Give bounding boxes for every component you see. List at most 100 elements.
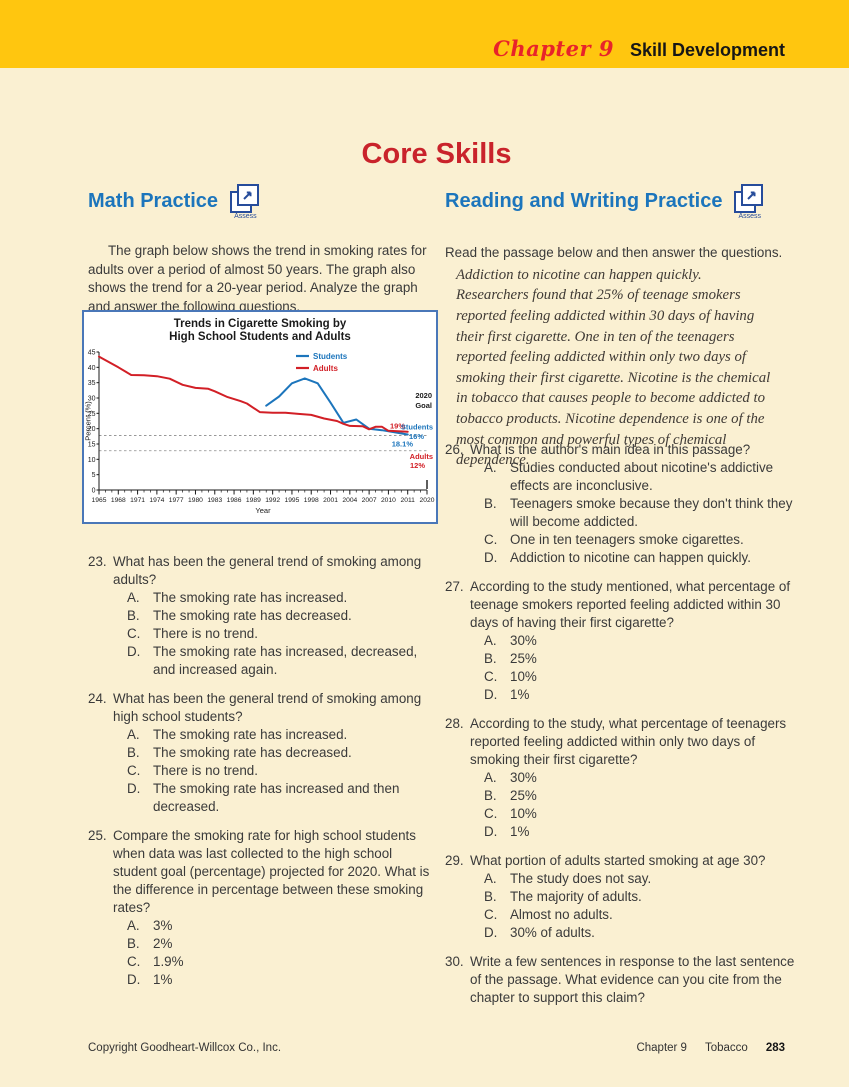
question-number: 23. [88, 554, 107, 569]
option-letter: B. [484, 651, 497, 666]
question-item: 27. According to the study mentioned, wha… [445, 578, 795, 704]
svg-text:1995: 1995 [284, 497, 299, 504]
svg-text:Trends in Cigarette Smoking by: Trends in Cigarette Smoking by [174, 318, 347, 330]
footer-chapter: Chapter 9 [636, 1042, 687, 1054]
copyright-notice: Copyright Goodheart-Willcox Co., Inc. [88, 1042, 282, 1054]
option-text: 25% [510, 788, 537, 803]
svg-text:1983: 1983 [207, 497, 222, 504]
option-text: The smoking rate has decreased. [153, 745, 352, 760]
section-title: Skill Development [629, 40, 785, 60]
option-text: 1% [510, 824, 530, 839]
option-item: D. Addiction to nicotine can happen quick… [484, 549, 795, 567]
option-text: 30% [510, 633, 537, 648]
svg-text:1977: 1977 [169, 497, 184, 504]
question-item: 24. What has been the general trend of sm… [88, 690, 432, 816]
svg-text:2010: 2010 [381, 497, 396, 504]
svg-text:20: 20 [88, 426, 96, 433]
header: Chapter 9 Skill Development [493, 36, 785, 61]
option-text: Almost no adults. [510, 907, 613, 922]
svg-text:1992: 1992 [265, 497, 280, 504]
question-text: What has been the general trend of smoki… [113, 691, 422, 724]
option-letter: B. [484, 889, 497, 904]
option-text: There is no trend. [153, 763, 258, 778]
option-letter: B. [484, 496, 497, 511]
header-band: Chapter 9 Skill Development [0, 0, 849, 68]
question-number: 28. [445, 716, 464, 731]
option-text: Studies conducted about nicotine's addic… [510, 460, 774, 493]
option-item: C. 10% [484, 805, 795, 823]
option-item: B. 25% [484, 787, 795, 805]
svg-text:Adults: Adults [410, 452, 433, 461]
question-number: 25. [88, 828, 107, 843]
assess-label: Assess [738, 213, 762, 220]
question-item: 25. Compare the smoking rate for high sch… [88, 827, 432, 989]
options-list: A. The study does not say. B. The majority … [470, 870, 795, 942]
option-text: The smoking rate has increased. [153, 727, 348, 742]
question-text: Compare the smoking rate for high school… [113, 828, 430, 915]
option-item: A. Studies conducted about nicotine's add… [484, 459, 795, 495]
question-item: 30. Write a few sentences in response to … [445, 953, 795, 1007]
svg-text:0: 0 [92, 488, 96, 495]
svg-text:1968: 1968 [111, 497, 126, 504]
assess-icon: Assess [732, 182, 764, 220]
option-item: D. 1% [127, 971, 432, 989]
assess-label: Assess [234, 213, 257, 220]
option-text: 30% [510, 770, 537, 785]
option-text: The smoking rate has increased, decrease… [153, 644, 418, 677]
option-letter: C. [127, 763, 141, 778]
question-text: Write a few sentences in response to the… [470, 954, 795, 1005]
option-text: One in ten teenagers smoke cigarettes. [510, 532, 744, 547]
option-letter: A. [484, 770, 497, 785]
reading-instructions: Read the passage below and then answer t… [445, 245, 783, 261]
svg-text:1986: 1986 [227, 497, 242, 504]
option-letter: D. [484, 550, 498, 565]
math-questions-list: 23. What has been the general trend of sm… [88, 553, 432, 1000]
option-item: B. The smoking rate has decreased. [127, 607, 432, 625]
svg-text:35: 35 [88, 380, 96, 387]
reading-writing-heading: Reading and Writing Practice [445, 190, 723, 212]
question-text: What has been the general trend of smoki… [113, 554, 422, 587]
option-text: The majority of adults. [510, 889, 642, 904]
footer-topic: Tobacco [704, 1042, 748, 1054]
option-item: B. The majority of adults. [484, 888, 795, 906]
question-number: 26. [445, 442, 464, 457]
option-item: D. 30% of adults. [484, 924, 795, 942]
page-number: 283 [765, 1042, 785, 1054]
question-item: 23. What has been the general trend of sm… [88, 553, 432, 679]
option-text: 1% [510, 687, 530, 702]
option-item: A. 30% [484, 769, 795, 787]
svg-text:1971: 1971 [130, 497, 145, 504]
option-text: The study does not say. [510, 871, 652, 886]
option-item: C. One in ten teenagers smoke cigarettes. [484, 531, 795, 549]
question-text: According to the study, what percentage … [470, 716, 787, 767]
option-letter: D. [127, 781, 141, 796]
svg-text:1974: 1974 [149, 497, 164, 504]
svg-text:5: 5 [92, 472, 96, 479]
svg-text:2011: 2011 [401, 497, 416, 504]
option-text: Teenagers smoke because they don't think… [510, 496, 793, 529]
options-list: A. 30% B. 25% C. 10% D. 1% [470, 769, 795, 841]
chart-figure: Trends in Cigarette Smoking by High Schoo… [82, 310, 438, 524]
reading-questions-list: 26. What is the author's main idea in thi… [445, 441, 795, 1018]
footer-right: Chapter 9 Tobacco 283 [636, 1042, 785, 1054]
option-letter: C. [127, 954, 141, 969]
option-letter: B. [484, 788, 497, 803]
question-item: 29. What portion of adults started smokin… [445, 852, 795, 942]
option-letter: D. [484, 925, 498, 940]
assess-arrow-icon [741, 184, 764, 206]
reading-passage: Addiction to nicotine can happen quickly… [456, 266, 771, 469]
svg-text:12%: 12% [410, 461, 425, 470]
option-letter: A. [127, 727, 140, 742]
option-letter: C. [484, 806, 498, 821]
options-list: A. Studies conducted about nicotine's add… [470, 459, 795, 567]
option-letter: A. [484, 633, 497, 648]
option-text: Addiction to nicotine can happen quickly… [510, 550, 751, 565]
svg-text:1998: 1998 [304, 497, 319, 504]
svg-text:Year: Year [255, 506, 271, 515]
option-item: C. Almost no adults. [484, 906, 795, 924]
option-text: The smoking rate has decreased. [153, 608, 352, 623]
option-letter: D. [127, 972, 141, 987]
question-number: 29. [445, 853, 464, 868]
